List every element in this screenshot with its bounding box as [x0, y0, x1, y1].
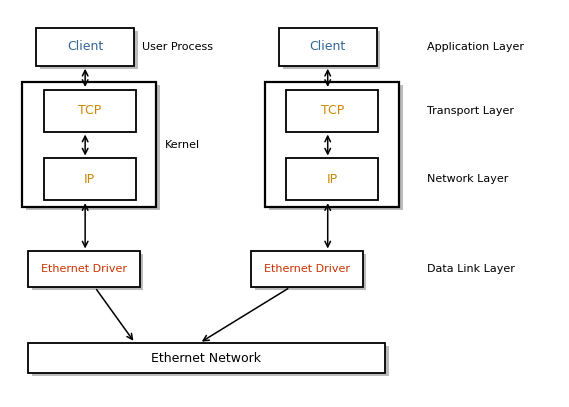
Text: IP: IP: [84, 173, 95, 186]
Bar: [265, 82, 399, 208]
Text: Transport Layer: Transport Layer: [427, 106, 514, 116]
Text: Ethernet Driver: Ethernet Driver: [264, 264, 350, 274]
Bar: [269, 85, 403, 210]
Bar: [279, 28, 377, 66]
Text: Client: Client: [67, 40, 104, 53]
Text: Ethernet Driver: Ethernet Driver: [41, 264, 127, 274]
Bar: [40, 31, 138, 69]
Text: User Process: User Process: [142, 42, 213, 52]
Bar: [44, 158, 135, 200]
Text: Application Layer: Application Layer: [427, 42, 523, 52]
Bar: [28, 343, 385, 373]
Bar: [26, 85, 160, 210]
Bar: [44, 90, 135, 132]
Bar: [283, 31, 381, 69]
Text: Network Layer: Network Layer: [427, 174, 508, 184]
Bar: [22, 82, 156, 208]
Bar: [36, 28, 134, 66]
Text: TCP: TCP: [320, 104, 344, 117]
Bar: [251, 252, 362, 287]
Text: Ethernet Network: Ethernet Network: [151, 352, 261, 365]
Bar: [286, 90, 378, 132]
Text: Client: Client: [310, 40, 346, 53]
Text: Data Link Layer: Data Link Layer: [427, 264, 514, 274]
Bar: [28, 252, 139, 287]
Bar: [32, 254, 143, 290]
Bar: [255, 254, 366, 290]
Text: IP: IP: [327, 173, 338, 186]
Bar: [32, 346, 389, 376]
Bar: [286, 158, 378, 200]
Text: Kernel: Kernel: [164, 140, 200, 150]
Text: TCP: TCP: [78, 104, 101, 117]
